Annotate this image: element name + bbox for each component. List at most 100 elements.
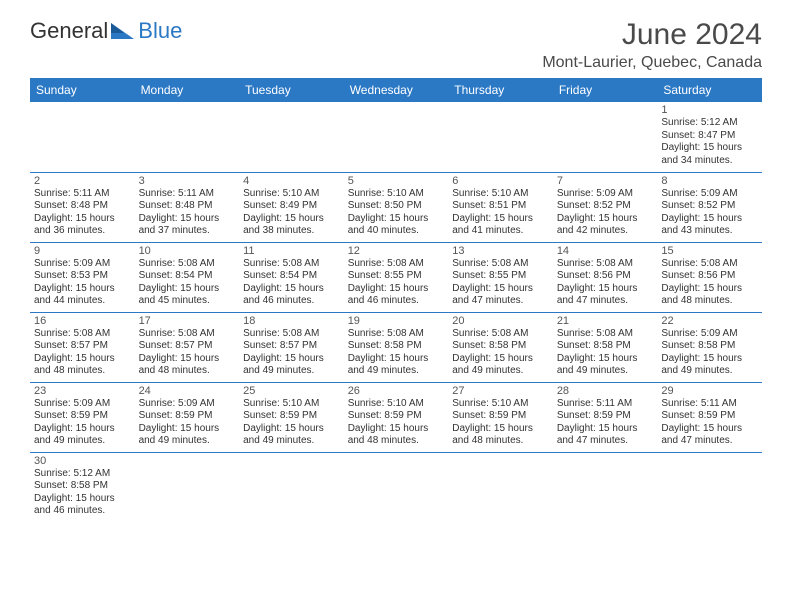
calendar-cell: 17Sunrise: 5:08 AMSunset: 8:57 PMDayligh… xyxy=(135,312,240,382)
calendar-cell xyxy=(344,452,449,522)
logo-text-2: Blue xyxy=(138,18,182,44)
weekday-header: Friday xyxy=(553,78,658,102)
day-number: 13 xyxy=(452,245,549,257)
calendar-cell: 27Sunrise: 5:10 AMSunset: 8:59 PMDayligh… xyxy=(448,382,553,452)
day-detail: Sunrise: 5:10 AMSunset: 8:50 PMDaylight:… xyxy=(348,188,445,238)
day-number: 21 xyxy=(557,315,654,327)
day-number: 5 xyxy=(348,175,445,187)
calendar-cell: 28Sunrise: 5:11 AMSunset: 8:59 PMDayligh… xyxy=(553,382,658,452)
day-number: 26 xyxy=(348,385,445,397)
calendar-cell: 7Sunrise: 5:09 AMSunset: 8:52 PMDaylight… xyxy=(553,172,658,242)
day-number: 1 xyxy=(661,104,758,116)
calendar-cell: 30Sunrise: 5:12 AMSunset: 8:58 PMDayligh… xyxy=(30,452,135,522)
calendar-cell xyxy=(657,452,762,522)
weekday-header: Thursday xyxy=(448,78,553,102)
day-detail: Sunrise: 5:08 AMSunset: 8:54 PMDaylight:… xyxy=(243,258,340,308)
day-detail: Sunrise: 5:08 AMSunset: 8:57 PMDaylight:… xyxy=(243,328,340,378)
day-number: 7 xyxy=(557,175,654,187)
day-detail: Sunrise: 5:11 AMSunset: 8:59 PMDaylight:… xyxy=(557,398,654,448)
day-number: 19 xyxy=(348,315,445,327)
day-number: 23 xyxy=(34,385,131,397)
weekday-header: Monday xyxy=(135,78,240,102)
calendar-cell: 10Sunrise: 5:08 AMSunset: 8:54 PMDayligh… xyxy=(135,242,240,312)
calendar-cell xyxy=(553,452,658,522)
calendar-cell: 14Sunrise: 5:08 AMSunset: 8:56 PMDayligh… xyxy=(553,242,658,312)
day-number: 14 xyxy=(557,245,654,257)
day-number: 3 xyxy=(139,175,236,187)
title-block: June 2024 Mont-Laurier, Quebec, Canada xyxy=(542,18,762,72)
calendar-cell xyxy=(344,102,449,172)
calendar-cell: 3Sunrise: 5:11 AMSunset: 8:48 PMDaylight… xyxy=(135,172,240,242)
day-detail: Sunrise: 5:11 AMSunset: 8:59 PMDaylight:… xyxy=(661,398,758,448)
day-detail: Sunrise: 5:08 AMSunset: 8:58 PMDaylight:… xyxy=(557,328,654,378)
calendar-cell xyxy=(553,102,658,172)
calendar-cell: 29Sunrise: 5:11 AMSunset: 8:59 PMDayligh… xyxy=(657,382,762,452)
flag-icon xyxy=(110,21,136,41)
day-detail: Sunrise: 5:10 AMSunset: 8:51 PMDaylight:… xyxy=(452,188,549,238)
calendar-cell: 15Sunrise: 5:08 AMSunset: 8:56 PMDayligh… xyxy=(657,242,762,312)
calendar-cell: 5Sunrise: 5:10 AMSunset: 8:50 PMDaylight… xyxy=(344,172,449,242)
calendar-cell xyxy=(239,452,344,522)
day-detail: Sunrise: 5:11 AMSunset: 8:48 PMDaylight:… xyxy=(139,188,236,238)
day-number: 8 xyxy=(661,175,758,187)
day-detail: Sunrise: 5:09 AMSunset: 8:59 PMDaylight:… xyxy=(139,398,236,448)
day-number: 9 xyxy=(34,245,131,257)
day-detail: Sunrise: 5:08 AMSunset: 8:58 PMDaylight:… xyxy=(452,328,549,378)
weekday-header: Saturday xyxy=(657,78,762,102)
calendar-cell: 13Sunrise: 5:08 AMSunset: 8:55 PMDayligh… xyxy=(448,242,553,312)
day-detail: Sunrise: 5:09 AMSunset: 8:58 PMDaylight:… xyxy=(661,328,758,378)
day-detail: Sunrise: 5:08 AMSunset: 8:56 PMDaylight:… xyxy=(661,258,758,308)
location: Mont-Laurier, Quebec, Canada xyxy=(542,54,762,72)
day-detail: Sunrise: 5:10 AMSunset: 8:59 PMDaylight:… xyxy=(348,398,445,448)
weekday-header: Tuesday xyxy=(239,78,344,102)
day-detail: Sunrise: 5:08 AMSunset: 8:54 PMDaylight:… xyxy=(139,258,236,308)
day-number: 15 xyxy=(661,245,758,257)
calendar-cell: 1Sunrise: 5:12 AMSunset: 8:47 PMDaylight… xyxy=(657,102,762,172)
calendar-cell: 2Sunrise: 5:11 AMSunset: 8:48 PMDaylight… xyxy=(30,172,135,242)
day-number: 25 xyxy=(243,385,340,397)
day-number: 20 xyxy=(452,315,549,327)
day-detail: Sunrise: 5:09 AMSunset: 8:52 PMDaylight:… xyxy=(661,188,758,238)
calendar-cell xyxy=(135,452,240,522)
day-number: 29 xyxy=(661,385,758,397)
day-detail: Sunrise: 5:10 AMSunset: 8:49 PMDaylight:… xyxy=(243,188,340,238)
calendar-table: SundayMondayTuesdayWednesdayThursdayFrid… xyxy=(30,78,762,522)
day-number: 10 xyxy=(139,245,236,257)
day-detail: Sunrise: 5:09 AMSunset: 8:53 PMDaylight:… xyxy=(34,258,131,308)
calendar-cell: 21Sunrise: 5:08 AMSunset: 8:58 PMDayligh… xyxy=(553,312,658,382)
day-detail: Sunrise: 5:08 AMSunset: 8:57 PMDaylight:… xyxy=(34,328,131,378)
logo-text-1: General xyxy=(30,18,108,44)
calendar-cell xyxy=(448,102,553,172)
calendar-cell: 24Sunrise: 5:09 AMSunset: 8:59 PMDayligh… xyxy=(135,382,240,452)
calendar-cell: 20Sunrise: 5:08 AMSunset: 8:58 PMDayligh… xyxy=(448,312,553,382)
calendar-cell xyxy=(239,102,344,172)
calendar-cell: 6Sunrise: 5:10 AMSunset: 8:51 PMDaylight… xyxy=(448,172,553,242)
day-detail: Sunrise: 5:08 AMSunset: 8:55 PMDaylight:… xyxy=(348,258,445,308)
calendar-cell: 23Sunrise: 5:09 AMSunset: 8:59 PMDayligh… xyxy=(30,382,135,452)
day-detail: Sunrise: 5:08 AMSunset: 8:55 PMDaylight:… xyxy=(452,258,549,308)
day-detail: Sunrise: 5:10 AMSunset: 8:59 PMDaylight:… xyxy=(452,398,549,448)
calendar-cell xyxy=(135,102,240,172)
day-detail: Sunrise: 5:10 AMSunset: 8:59 PMDaylight:… xyxy=(243,398,340,448)
weekday-header: Sunday xyxy=(30,78,135,102)
day-number: 24 xyxy=(139,385,236,397)
day-number: 30 xyxy=(34,455,131,467)
day-number: 22 xyxy=(661,315,758,327)
calendar-cell: 26Sunrise: 5:10 AMSunset: 8:59 PMDayligh… xyxy=(344,382,449,452)
calendar-cell: 11Sunrise: 5:08 AMSunset: 8:54 PMDayligh… xyxy=(239,242,344,312)
day-number: 4 xyxy=(243,175,340,187)
day-number: 12 xyxy=(348,245,445,257)
day-number: 17 xyxy=(139,315,236,327)
weekday-header: Wednesday xyxy=(344,78,449,102)
day-number: 6 xyxy=(452,175,549,187)
day-detail: Sunrise: 5:09 AMSunset: 8:52 PMDaylight:… xyxy=(557,188,654,238)
calendar-header: SundayMondayTuesdayWednesdayThursdayFrid… xyxy=(30,78,762,102)
calendar-body: 1Sunrise: 5:12 AMSunset: 8:47 PMDaylight… xyxy=(30,102,762,522)
calendar-cell: 9Sunrise: 5:09 AMSunset: 8:53 PMDaylight… xyxy=(30,242,135,312)
calendar-cell: 4Sunrise: 5:10 AMSunset: 8:49 PMDaylight… xyxy=(239,172,344,242)
day-number: 16 xyxy=(34,315,131,327)
month-title: June 2024 xyxy=(542,18,762,52)
calendar-cell: 8Sunrise: 5:09 AMSunset: 8:52 PMDaylight… xyxy=(657,172,762,242)
day-detail: Sunrise: 5:08 AMSunset: 8:58 PMDaylight:… xyxy=(348,328,445,378)
day-detail: Sunrise: 5:12 AMSunset: 8:58 PMDaylight:… xyxy=(34,468,131,518)
